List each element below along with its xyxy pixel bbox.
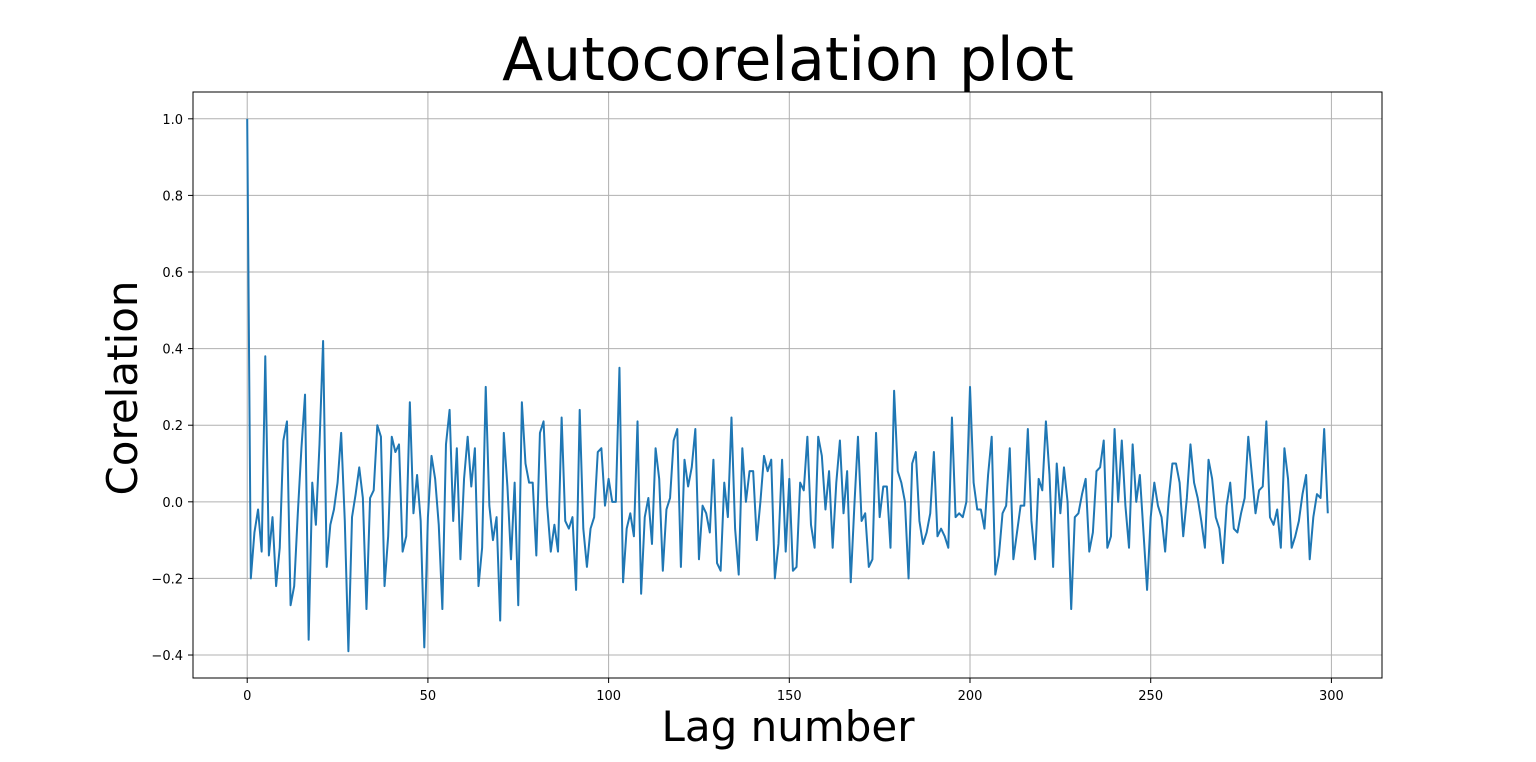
y-tick-label: 0.2 <box>162 419 183 434</box>
x-tick-label: 150 <box>777 689 802 704</box>
y-axis-label: Corelation <box>98 280 147 495</box>
y-tick-label: 0.4 <box>162 343 183 358</box>
y-tick-label: −0.4 <box>151 649 183 664</box>
x-axis-label: Lag number <box>661 702 915 751</box>
autocorrelation-series-line <box>246 118 1329 653</box>
plot-frame <box>192 91 1383 679</box>
y-tick-label: 1.0 <box>162 113 183 128</box>
y-tick-label: 0.8 <box>162 189 183 204</box>
x-tick-label: 0 <box>243 689 251 704</box>
y-tick-label: −0.2 <box>151 572 183 587</box>
x-tick-label: 100 <box>596 689 621 704</box>
plot-area <box>246 118 1329 653</box>
x-tick-label: 50 <box>420 689 437 704</box>
x-tick-label: 250 <box>1138 689 1163 704</box>
x-tick-label: 200 <box>958 689 983 704</box>
y-tick-label: 0.0 <box>162 496 183 511</box>
x-axis: 0 50 100 150 200 250 300 <box>243 678 1344 704</box>
chart-title: Autocorelation plot <box>502 25 1074 95</box>
y-tick-label: 0.6 <box>162 266 183 281</box>
y-axis: −0.4 −0.2 0.0 0.2 0.4 0.6 0.8 1.0 <box>151 113 193 664</box>
x-tick-label: 300 <box>1319 689 1344 704</box>
grid-lines <box>193 92 1382 678</box>
